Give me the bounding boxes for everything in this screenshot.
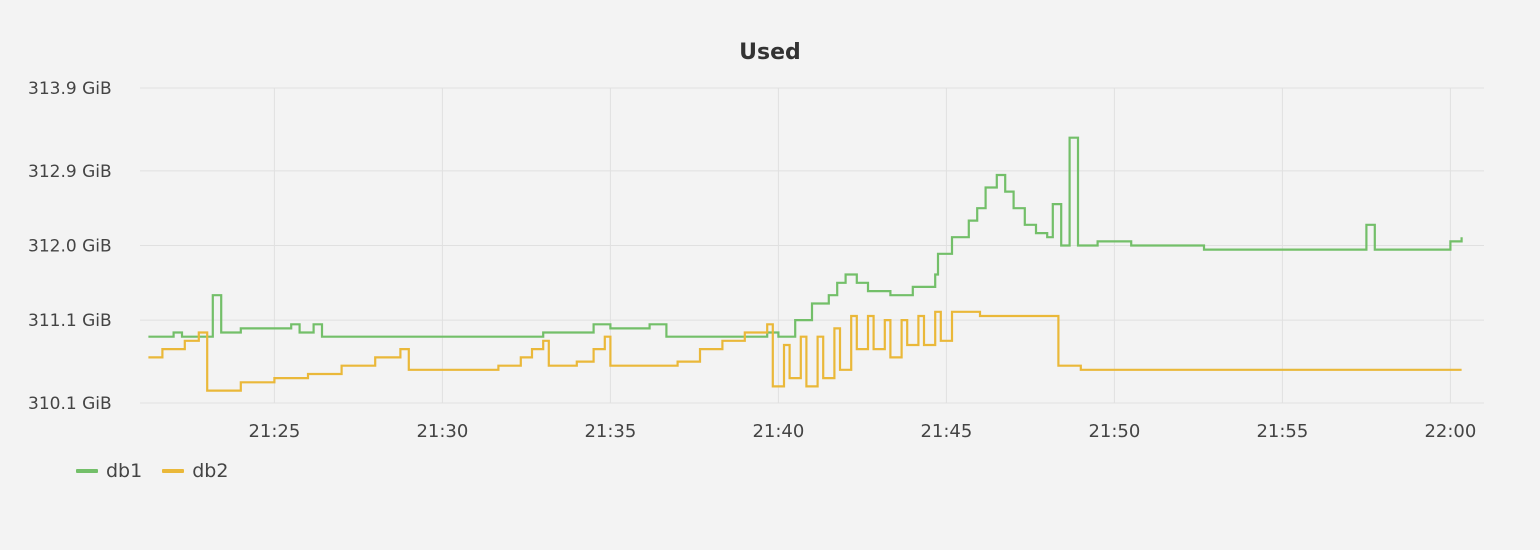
series-lines [148,136,1463,392]
x-tick-label: 21:40 [752,421,804,442]
x-tick-label: 21:25 [248,421,300,442]
x-tick-label: 22:00 [1424,421,1476,442]
legend-swatch-db2 [162,469,185,473]
legend-label-db1: db1 [106,460,143,482]
x-tick-label: 21:50 [1088,421,1140,442]
legend: db1 db2 [76,460,228,482]
y-tick-label: 313.9 GiB [28,79,112,99]
y-tick-label: 311.1 GiB [28,311,112,331]
x-axis: 21:25 21:30 21:35 21:40 21:45 21:50 21:55 22:00 [248,421,1476,442]
y-tick-label: 312.0 GiB [28,237,112,257]
series-line-db1[interactable] [148,136,1463,338]
y-tick-label: 312.9 GiB [28,162,112,182]
legend-swatch-db1 [76,469,98,473]
x-tick-label: 21:35 [584,421,636,442]
grid [140,87,1484,404]
legend-item-db1[interactable]: db1 [76,460,142,482]
series-line-db2[interactable] [148,310,1462,392]
y-tick-label: 310.1 GiB [28,394,112,414]
chart-title: Used [739,40,801,65]
legend-item-db2[interactable]: db2 [162,460,228,482]
y-axis: 313.9 GiB 312.9 GiB 312.0 GiB 311.1 GiB 310.… [28,79,112,414]
x-tick-label: 21:45 [920,421,972,442]
legend-label-db2: db2 [192,460,229,482]
x-tick-label: 21:30 [416,421,468,442]
x-tick-label: 21:55 [1256,421,1308,442]
